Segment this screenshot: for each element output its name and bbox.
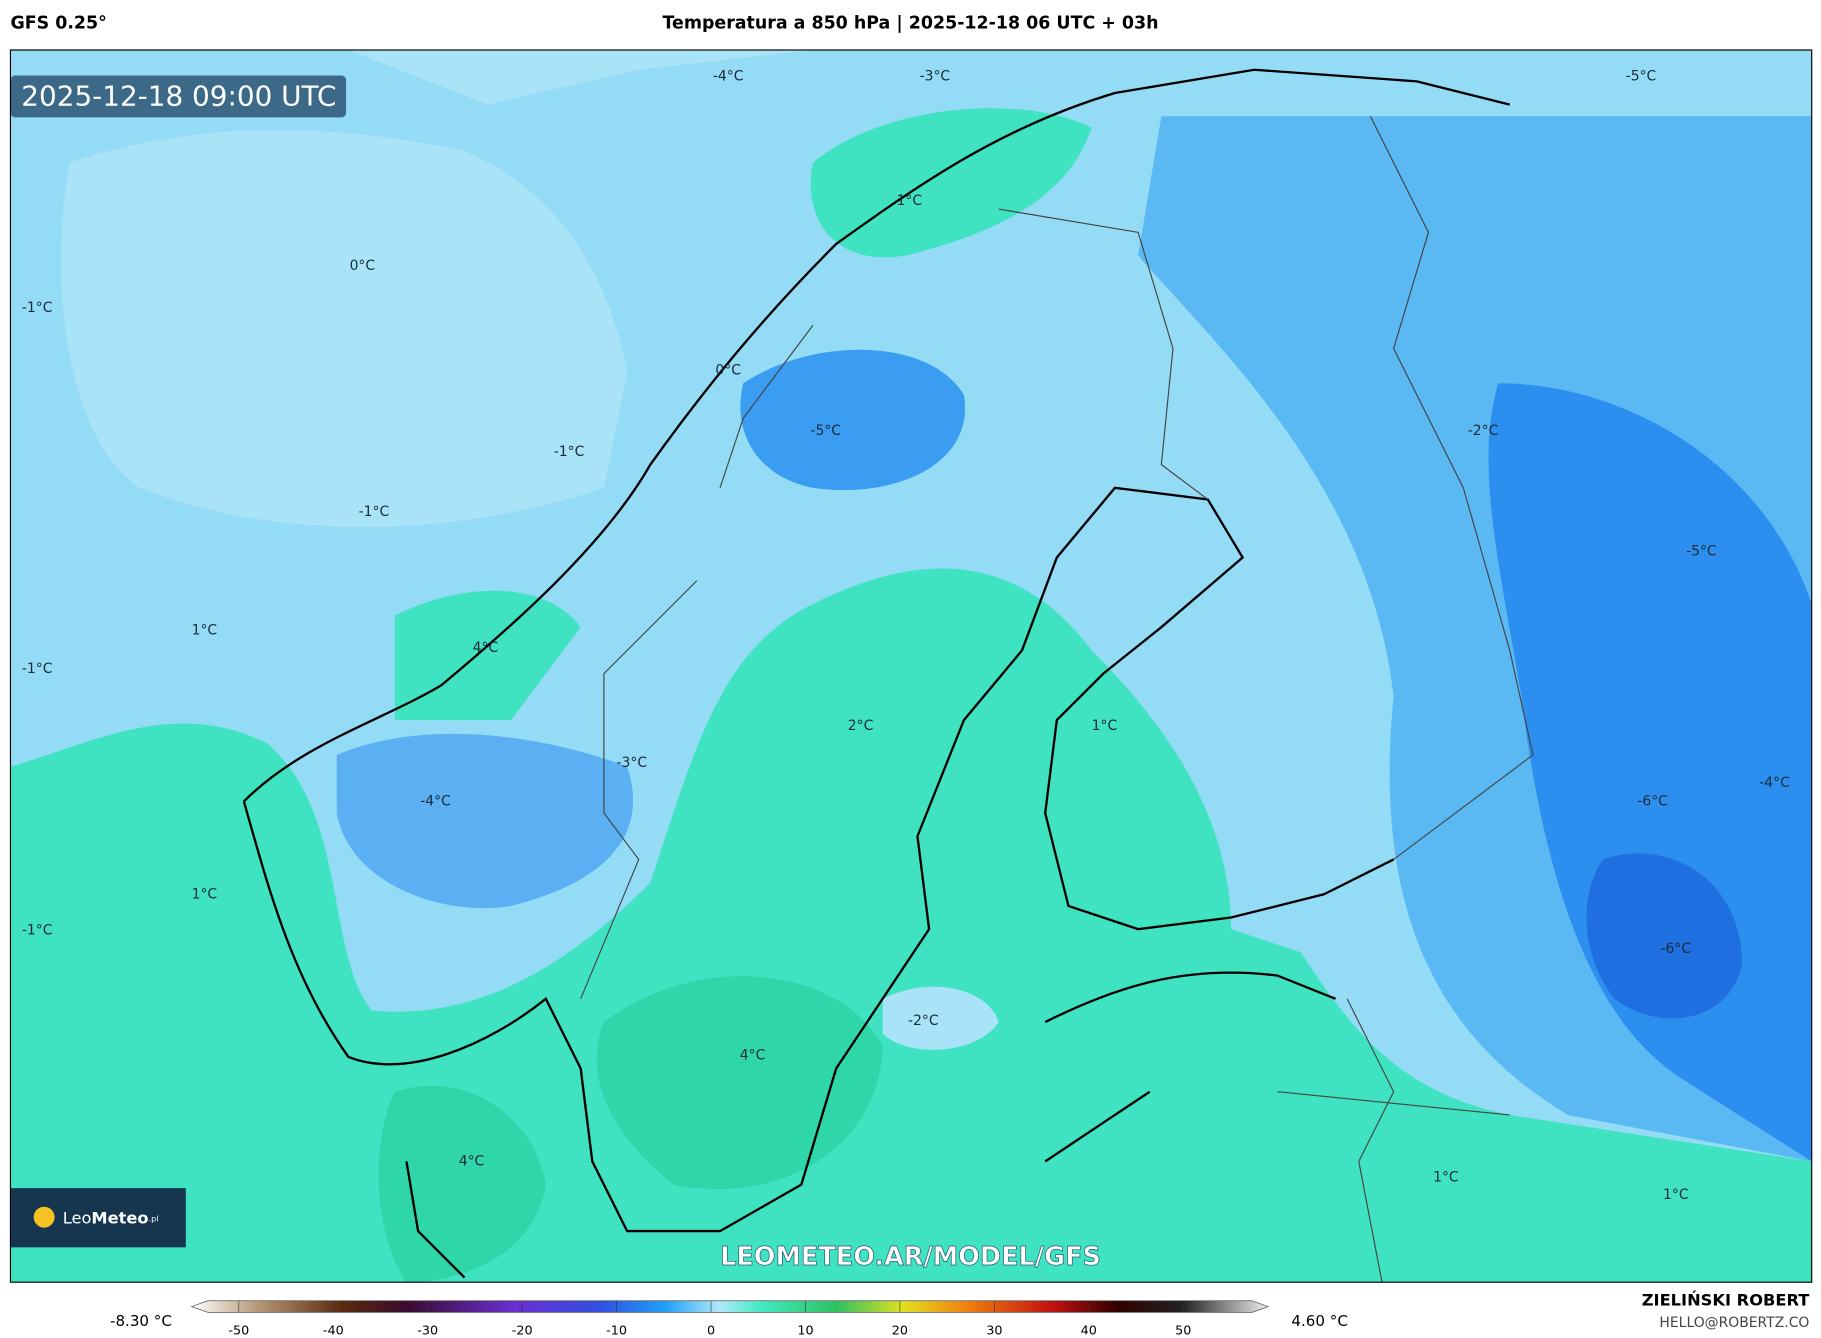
contour-label: -1°C bbox=[22, 922, 53, 938]
mild-area bbox=[60, 130, 628, 528]
contour-label: -1°C bbox=[22, 300, 53, 316]
warm-core bbox=[596, 976, 883, 1190]
contour-label: -5°C bbox=[1686, 544, 1717, 560]
contour-label: 1°C bbox=[1663, 1187, 1689, 1203]
contour-label: -3°C bbox=[616, 755, 647, 771]
contour-label: -4°C bbox=[713, 69, 744, 85]
contour-label: 1°C bbox=[1092, 718, 1118, 734]
credit-email: HELLO@ROBERTZ.CO bbox=[1659, 1315, 1809, 1331]
colorbar-max: 4.60 °C bbox=[1291, 1312, 1347, 1330]
map: -4°C -3°C -5°C 1°C 0°C -1°C 0°C -5°C -2°C -1°C -1°… bbox=[10, 49, 1812, 1283]
contour-label: -3°C bbox=[920, 69, 951, 85]
cold-core bbox=[336, 733, 634, 909]
cold-area bbox=[882, 986, 999, 1050]
contour-label: -4°C bbox=[1759, 775, 1790, 791]
contour-label: -1°C bbox=[359, 504, 390, 520]
warm-area bbox=[394, 590, 581, 721]
contour-label: 1°C bbox=[192, 886, 218, 902]
contour-label: 0°C bbox=[350, 258, 376, 274]
colorbar: -50 -40 -30 -20 -10 0 10 20 30 40 50 bbox=[190, 1300, 1270, 1338]
colorbar-tick-label: 30 bbox=[986, 1323, 1002, 1338]
contour-label: -6°C bbox=[1661, 941, 1692, 957]
timestamp: 2025-12-18 09:00 UTC bbox=[21, 80, 336, 113]
contour-label: 0°C bbox=[715, 363, 741, 379]
logo-bold: Meteo bbox=[91, 1208, 148, 1227]
contour-label: -2°C bbox=[908, 1013, 939, 1029]
colorbar-tick-label: -50 bbox=[228, 1323, 249, 1338]
contour-label: -1°C bbox=[22, 661, 53, 677]
contour-label: -5°C bbox=[810, 423, 841, 439]
logo-sun bbox=[33, 1206, 55, 1228]
model-label: GFS 0.25° bbox=[10, 13, 106, 33]
timestamp-box bbox=[10, 75, 347, 118]
colorbar-tick-label: 0 bbox=[707, 1323, 715, 1338]
warm-area bbox=[810, 108, 1092, 258]
contour-label: 4°C bbox=[740, 1048, 766, 1064]
contour-label: -2°C bbox=[1468, 423, 1499, 439]
colorbar-tick-label: -40 bbox=[323, 1323, 344, 1338]
colorbar-min: -8.30 °C bbox=[110, 1312, 172, 1330]
contour-label: 1°C bbox=[1433, 1170, 1459, 1186]
logo-name: Leo bbox=[63, 1208, 92, 1227]
colorbar-tick-label: -10 bbox=[606, 1323, 627, 1338]
logo-suffix: .pl bbox=[149, 1213, 159, 1223]
watermark: LEOMETEO.AR/MODEL/GFS bbox=[720, 1242, 1101, 1272]
borders bbox=[580, 115, 1534, 1283]
colorbar-tick-label: 20 bbox=[892, 1323, 908, 1338]
contour-label: -5°C bbox=[1626, 69, 1657, 85]
colorbar-tick-label: 10 bbox=[797, 1323, 813, 1338]
credit-name: ZIELIŃSKI ROBERT bbox=[1642, 1290, 1810, 1309]
colorbar-bar bbox=[190, 1300, 1270, 1313]
contour-label: 4°C bbox=[473, 640, 499, 656]
cold-core bbox=[1586, 853, 1743, 1019]
contour-label: 1°C bbox=[192, 623, 218, 639]
colorbar-tick-label: 50 bbox=[1175, 1323, 1191, 1338]
coastlines bbox=[242, 68, 1511, 1279]
contour-label: -4°C bbox=[420, 793, 451, 809]
contour-label: 4°C bbox=[459, 1153, 485, 1169]
logo: LeoMeteo.pl bbox=[63, 1208, 159, 1227]
colorbar-tick-label: -30 bbox=[417, 1323, 438, 1338]
cold-core bbox=[740, 349, 966, 491]
contour-label: -1°C bbox=[554, 444, 585, 460]
colorbar-tick-label: -20 bbox=[512, 1323, 533, 1338]
title: Temperatura a 850 hPa | 2025-12-18 06 UT… bbox=[662, 13, 1158, 33]
map-frame bbox=[9, 49, 1813, 1283]
contour-label: 1°C bbox=[897, 193, 923, 209]
colorbar-tick-label: 40 bbox=[1081, 1323, 1097, 1338]
contour-label: 2°C bbox=[848, 718, 874, 734]
contour-label: -6°C bbox=[1637, 793, 1668, 809]
